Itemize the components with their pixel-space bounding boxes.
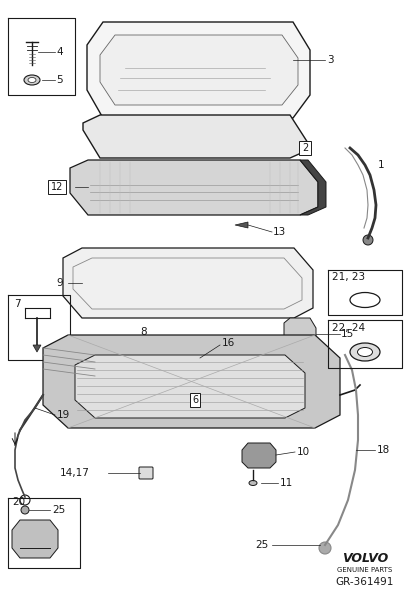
Ellipse shape [249, 481, 257, 486]
Text: 14,17: 14,17 [60, 468, 90, 478]
Polygon shape [284, 318, 316, 350]
Ellipse shape [30, 532, 40, 537]
Text: 25: 25 [255, 540, 268, 550]
Circle shape [256, 454, 259, 457]
Circle shape [257, 453, 260, 456]
Circle shape [258, 454, 261, 457]
Text: 8: 8 [140, 327, 147, 337]
Polygon shape [63, 248, 313, 318]
Circle shape [363, 235, 373, 245]
Polygon shape [242, 443, 276, 468]
Ellipse shape [26, 530, 44, 540]
Text: GENUINE PARTS: GENUINE PARTS [337, 567, 393, 573]
Text: 9: 9 [56, 278, 63, 288]
Text: 22, 24: 22, 24 [332, 323, 365, 333]
Text: VOLVO: VOLVO [342, 552, 388, 564]
Circle shape [258, 453, 261, 456]
Text: 4: 4 [56, 47, 62, 57]
Ellipse shape [28, 78, 36, 82]
Polygon shape [12, 520, 58, 558]
Text: GR-361491: GR-361491 [336, 577, 394, 587]
Polygon shape [33, 345, 41, 352]
Text: 7: 7 [14, 299, 21, 309]
Circle shape [21, 506, 29, 514]
Polygon shape [300, 160, 326, 215]
Circle shape [256, 453, 259, 456]
Ellipse shape [24, 75, 40, 85]
Ellipse shape [350, 343, 380, 361]
Text: 13: 13 [273, 227, 286, 237]
Circle shape [319, 542, 331, 554]
Text: 20: 20 [12, 497, 25, 507]
Text: 16: 16 [222, 338, 235, 348]
Text: 5: 5 [56, 75, 62, 85]
Text: 1: 1 [378, 160, 385, 170]
Text: 6: 6 [192, 395, 198, 405]
Circle shape [257, 454, 260, 457]
Text: 3: 3 [327, 55, 334, 65]
Text: 25: 25 [52, 505, 65, 515]
Text: 19: 19 [57, 410, 70, 420]
Text: 18: 18 [377, 445, 390, 455]
Polygon shape [100, 35, 298, 105]
Circle shape [259, 454, 262, 457]
Polygon shape [75, 355, 305, 418]
Polygon shape [43, 335, 340, 428]
Polygon shape [87, 22, 310, 118]
Text: 2: 2 [302, 143, 308, 153]
Polygon shape [70, 160, 318, 215]
Text: 12: 12 [51, 182, 63, 192]
Polygon shape [235, 222, 248, 228]
Text: 10: 10 [297, 447, 310, 457]
Text: 21, 23: 21, 23 [332, 272, 365, 282]
Text: 15: 15 [341, 329, 354, 339]
FancyBboxPatch shape [139, 467, 153, 479]
Ellipse shape [358, 347, 372, 356]
Polygon shape [83, 115, 308, 158]
Text: 11: 11 [280, 478, 293, 488]
Circle shape [259, 453, 262, 456]
